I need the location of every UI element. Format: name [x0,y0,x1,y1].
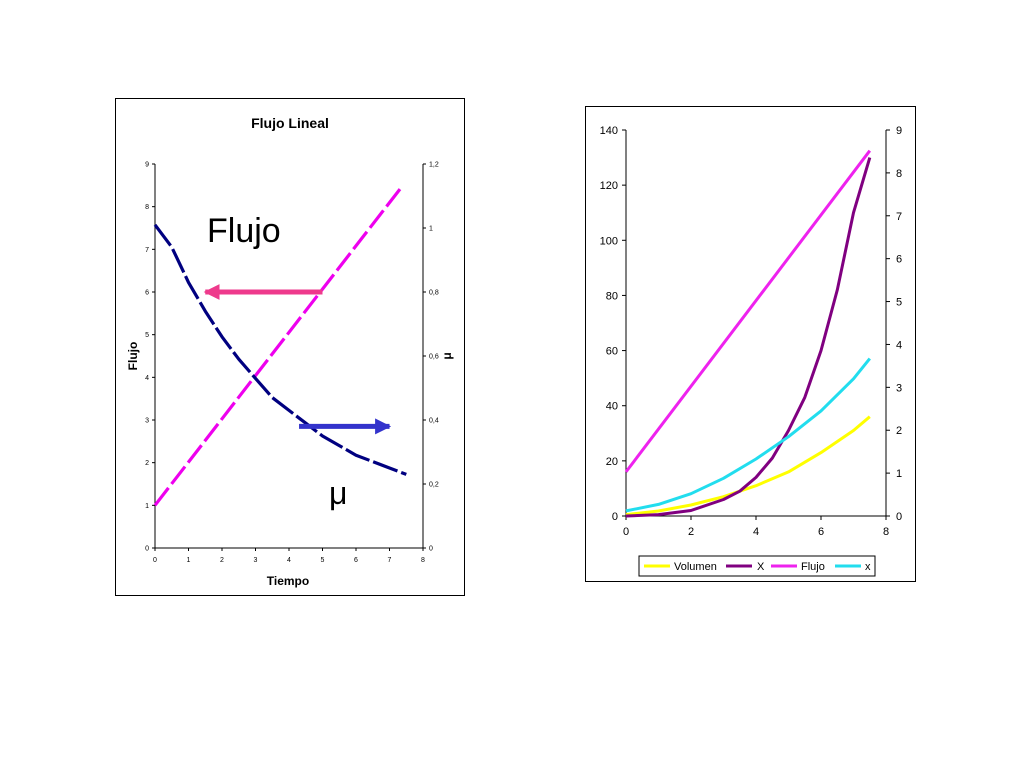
y2-tick-label: 0 [896,511,902,523]
y2-tick-label: 1,2 [429,162,439,169]
y-tick-label: 1 [145,503,149,510]
x-tick-label: 4 [287,557,291,564]
series-x-lower-line [625,357,871,513]
y2-tick-label: 0,6 [429,354,439,361]
chart-frame [115,98,465,596]
y2-tick-label: 5 [896,297,902,309]
y2-tick-label: 0,4 [429,418,439,425]
chart-flujo-lineal: Flujo Lineal 0 1 2 3 4 5 6 7 8 9 0 0,2 0,4 0,6 0,8 1 1,2… [115,98,465,596]
x-tick-label: 0 [153,557,157,564]
x-tick-label: 2 [220,557,224,564]
chart-volumen-x-flujo: 0 20 40 60 80 100 120 140 0 1 2 3 4 5 6 7 8 9 0 2 4 6 8 Volume… [585,106,916,582]
y2-tick-label: 0,8 [429,290,439,297]
x-tick-label: 8 [421,557,425,564]
y2-tick-label: 8 [896,168,902,180]
y2-axis-label: μ [440,352,454,359]
y-tick-label: 20 [606,456,618,468]
y2-tick-label: 0,2 [429,482,439,489]
y-tick-label: 3 [145,418,149,425]
legend-label-volumen: Volumen [674,561,717,573]
x-tick-label: 6 [818,526,824,538]
y-tick-label: 0 [612,511,618,523]
legend-frame [638,555,876,577]
series-x-upper-line [625,157,872,518]
y-tick-label: 5 [145,332,149,339]
y2-tick-label: 7 [896,211,902,223]
y-tick-label: 7 [145,247,149,254]
x-tick-label: 1 [187,557,191,564]
y-tick-label: 6 [145,290,149,297]
series-mu-line [153,223,407,476]
y2-tick-label: 1 [429,226,433,233]
y-tick-label: 60 [606,346,618,358]
y2-tick-label: 3 [896,382,902,394]
y-axis-label: Flujo [126,342,140,371]
y2-tick-label: 4 [896,339,902,351]
x-tick-label: 7 [388,557,392,564]
x-tick-label: 5 [321,557,325,564]
x-tick-label: 4 [753,526,759,538]
y-tick-label: 2 [145,460,149,467]
y-tick-label: 80 [606,290,618,302]
y-tick-label: 140 [600,125,618,137]
legend-label-x-upper: X [757,561,765,573]
series-volumen-line [625,415,871,517]
y-tick-label: 40 [606,401,618,413]
x-tick-label: 8 [883,526,889,538]
x-tick-label: 2 [688,526,694,538]
y2-tick-label: 2 [896,425,902,437]
annotation-mu: μ [329,475,347,511]
x-tick-label: 6 [354,557,358,564]
legend-label-x-lower: x [865,561,871,573]
y-tick-label: 4 [145,375,149,382]
y2-tick-label: 1 [896,468,902,480]
series-flujo-line [153,184,405,507]
y-tick-label: 100 [600,235,618,247]
y2-tick-label: 6 [896,254,902,266]
y-tick-label: 9 [145,162,149,169]
y-tick-label: 120 [600,180,618,192]
y2-tick-label: 0 [429,546,433,553]
x-tick-label: 3 [254,557,258,564]
chart-title: Flujo Lineal [251,115,329,131]
legend-label-flujo: Flujo [801,561,825,573]
y-tick-label: 0 [145,546,149,553]
x-tick-label: 0 [623,526,629,538]
series-flujo-line [624,149,871,473]
y-tick-label: 8 [145,204,149,211]
legend: Volumen X Flujo x [638,555,876,577]
annotation-flujo: Flujo [207,212,281,250]
x-axis-label: Tiempo [267,574,309,588]
y2-tick-label: 9 [896,125,902,137]
